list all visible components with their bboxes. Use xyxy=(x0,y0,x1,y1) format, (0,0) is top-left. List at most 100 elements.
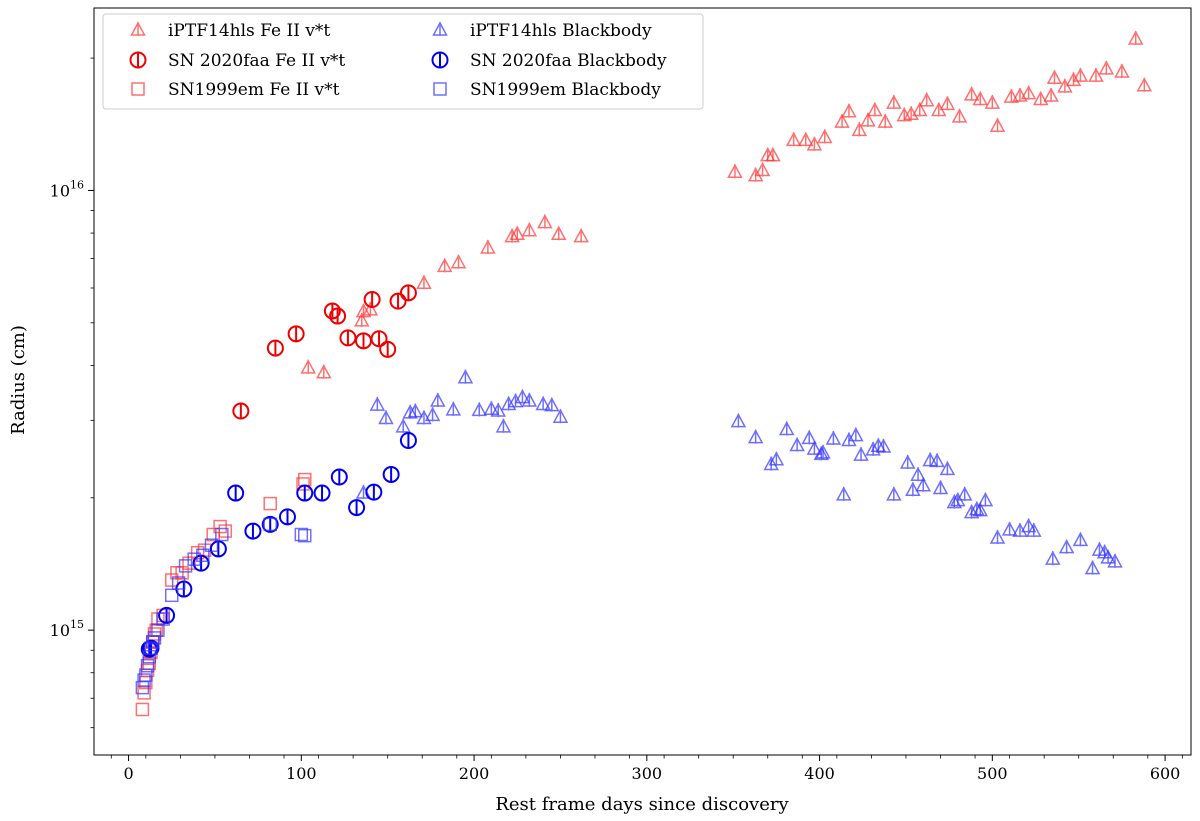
series-3-point xyxy=(457,369,474,384)
series-2-point xyxy=(263,496,277,511)
x-tick-label: 600 xyxy=(1150,764,1181,783)
series-2-point xyxy=(137,686,151,700)
series-0-point xyxy=(1065,71,1082,87)
series-0-point xyxy=(765,147,781,162)
series-3-point xyxy=(1107,553,1123,568)
series-3-point xyxy=(977,492,994,507)
series-2-point xyxy=(164,573,179,587)
series-1-point xyxy=(399,284,417,302)
data-markers xyxy=(135,30,1153,717)
series-3-point xyxy=(424,406,441,422)
series-0-point xyxy=(816,128,833,144)
series-3-point xyxy=(483,400,500,416)
series-0-point xyxy=(1136,77,1153,92)
series-3-point xyxy=(875,438,892,453)
series-2-point xyxy=(175,566,189,580)
series-3-point xyxy=(915,477,931,492)
series-4-point xyxy=(278,508,296,526)
series-5-point xyxy=(187,552,201,566)
x-tick-label: 400 xyxy=(804,764,835,783)
series-5-point xyxy=(294,527,309,542)
series-0-point xyxy=(550,225,567,241)
x-axis-label: Rest frame days since discovery xyxy=(495,794,789,815)
series-2-point xyxy=(296,477,310,491)
series-0-point xyxy=(727,163,743,179)
series-0-point xyxy=(480,239,496,254)
y-tick-label: 1016 xyxy=(50,178,84,200)
y-axis-label: Radius (cm) xyxy=(8,325,29,435)
legend-marker-3 xyxy=(432,21,448,36)
series-1-point xyxy=(287,325,305,343)
series-3-point xyxy=(886,486,902,501)
series-0-point xyxy=(436,257,453,273)
series-0-point xyxy=(1032,90,1049,106)
series-5-point xyxy=(196,548,210,563)
series-3-point xyxy=(932,479,949,495)
series-5-point xyxy=(142,649,157,664)
series-3-point xyxy=(407,403,424,418)
legend-label-5: SN1999em Blackbody xyxy=(470,80,661,100)
series-0-point xyxy=(1046,69,1063,85)
series-5-point xyxy=(151,623,165,637)
series-0-point xyxy=(867,101,883,117)
series-0-point xyxy=(785,131,802,147)
series-0-point xyxy=(806,136,823,151)
series-0-point xyxy=(989,117,1006,133)
series-3-point xyxy=(789,436,805,452)
series-3-point xyxy=(778,420,795,436)
series-0-point xyxy=(1012,87,1028,102)
x-axis: 0 100 200 300 400 500 600 xyxy=(110,755,1183,783)
series-1-point xyxy=(329,307,347,325)
series-4-point xyxy=(192,554,210,572)
series-5-point xyxy=(171,576,186,590)
x-tick-label: 100 xyxy=(286,764,317,783)
legend-frame xyxy=(102,13,704,110)
series-3-point xyxy=(939,460,956,476)
series-4-point xyxy=(209,540,227,558)
series-3-point xyxy=(836,486,852,501)
series-5-point xyxy=(215,527,229,542)
series-0-point xyxy=(1114,63,1130,78)
series-0-point xyxy=(972,90,988,106)
series-0-point xyxy=(509,225,526,241)
legend: iPTF14hls Fe II v*t SN 2020faa Fe II v*t S… xyxy=(102,13,704,110)
legend-marker-4 xyxy=(431,51,449,69)
series-1-point xyxy=(363,290,381,308)
series-0-point xyxy=(1020,85,1037,100)
series-1-point xyxy=(232,402,250,420)
series-3-point xyxy=(905,481,921,497)
legend-marker-2 xyxy=(131,82,145,96)
series-3-point xyxy=(1072,531,1089,547)
series-0-point xyxy=(841,103,857,118)
series-0-point xyxy=(537,214,553,229)
series-4-point xyxy=(227,484,245,502)
series-2-point xyxy=(218,524,233,538)
series-0-point xyxy=(984,94,1001,110)
series-2-point xyxy=(182,556,196,570)
series-1-point xyxy=(266,339,284,357)
legend-label-2: SN1999em Fe II v*t xyxy=(168,80,340,100)
series-3-point xyxy=(507,393,524,408)
series-5-point xyxy=(298,528,312,543)
series-0-point xyxy=(521,222,538,237)
series-5-point xyxy=(147,631,162,645)
series-3-point xyxy=(1020,518,1037,533)
series-4-point xyxy=(382,465,400,483)
series-0-point xyxy=(1003,88,1020,104)
series-0-point xyxy=(939,95,956,111)
series-3-point xyxy=(1100,549,1116,564)
legend-label-1: SN 2020faa Fe II v*t xyxy=(168,51,345,71)
series-1-point xyxy=(370,330,388,348)
series-3-point xyxy=(801,429,817,445)
series-5-point xyxy=(263,517,277,532)
series-3-point xyxy=(395,418,411,433)
series-5-point xyxy=(156,612,170,626)
series-3-point xyxy=(730,413,747,428)
series-4-point xyxy=(244,522,262,540)
y-tick-label: 1015 xyxy=(50,618,84,640)
series-0-point xyxy=(1127,30,1144,46)
series-0-point xyxy=(1088,67,1104,83)
series-5-point xyxy=(140,658,155,673)
series-4-point xyxy=(399,431,417,449)
series-3-point xyxy=(430,392,446,407)
